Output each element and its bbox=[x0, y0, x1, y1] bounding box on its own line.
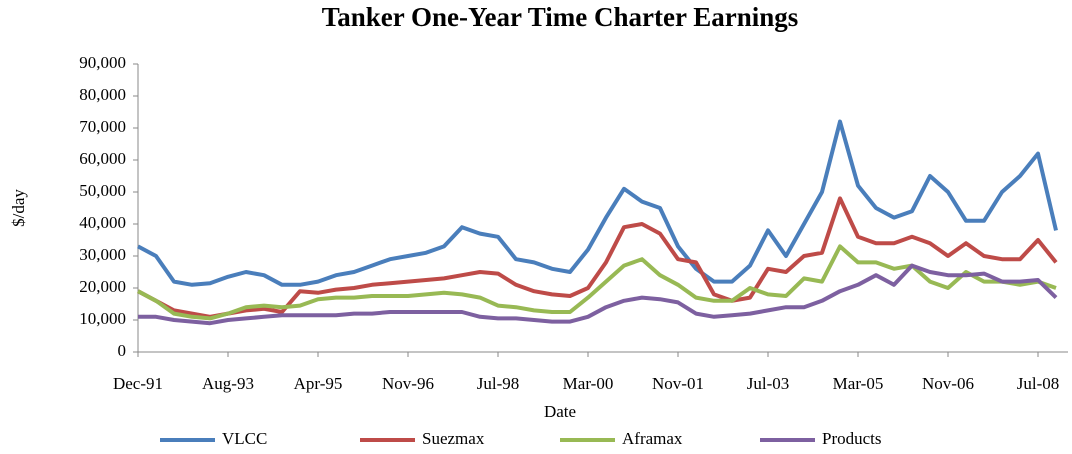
x-tick-label: Aug-93 bbox=[202, 374, 254, 393]
y-tick-label: 50,000 bbox=[79, 181, 126, 200]
x-tick-label: Nov-96 bbox=[382, 374, 434, 393]
legend-label: Products bbox=[822, 429, 882, 448]
x-tick-label: Jul-03 bbox=[747, 374, 790, 393]
y-tick-label: 70,000 bbox=[79, 117, 126, 136]
x-tick-label: Mar-00 bbox=[563, 374, 614, 393]
x-tick-label: Apr-95 bbox=[294, 374, 343, 393]
x-tick-label: Jul-08 bbox=[1017, 374, 1060, 393]
y-tick-label: 20,000 bbox=[79, 277, 126, 296]
y-tick-label: 0 bbox=[118, 341, 127, 360]
y-tick-label: 40,000 bbox=[79, 213, 126, 232]
legend-label: VLCC bbox=[222, 429, 267, 448]
y-tick-label: 90,000 bbox=[79, 53, 126, 72]
series-line bbox=[137, 244, 1057, 321]
x-tick-label: Nov-01 bbox=[652, 374, 704, 393]
series-line bbox=[137, 196, 1058, 319]
x-tick-label: Jul-98 bbox=[477, 374, 520, 393]
y-tick-label: 60,000 bbox=[79, 149, 126, 168]
legend-label: Suezmax bbox=[422, 429, 485, 448]
y-tick-label: 80,000 bbox=[79, 85, 126, 104]
legend-label: Aframax bbox=[622, 429, 683, 448]
x-tick-label: Dec-91 bbox=[113, 374, 163, 393]
chart-title: Tanker One-Year Time Charter Earnings bbox=[322, 2, 799, 32]
x-tick-label: Mar-05 bbox=[833, 374, 884, 393]
series-line bbox=[138, 263, 1058, 326]
series-line bbox=[137, 119, 1058, 287]
y-axis-title: $/day bbox=[9, 189, 28, 227]
y-tick-label: 30,000 bbox=[79, 245, 126, 264]
y-tick-label: 10,000 bbox=[79, 309, 126, 328]
x-axis-title: Date bbox=[544, 402, 576, 421]
x-tick-label: Nov-06 bbox=[922, 374, 974, 393]
